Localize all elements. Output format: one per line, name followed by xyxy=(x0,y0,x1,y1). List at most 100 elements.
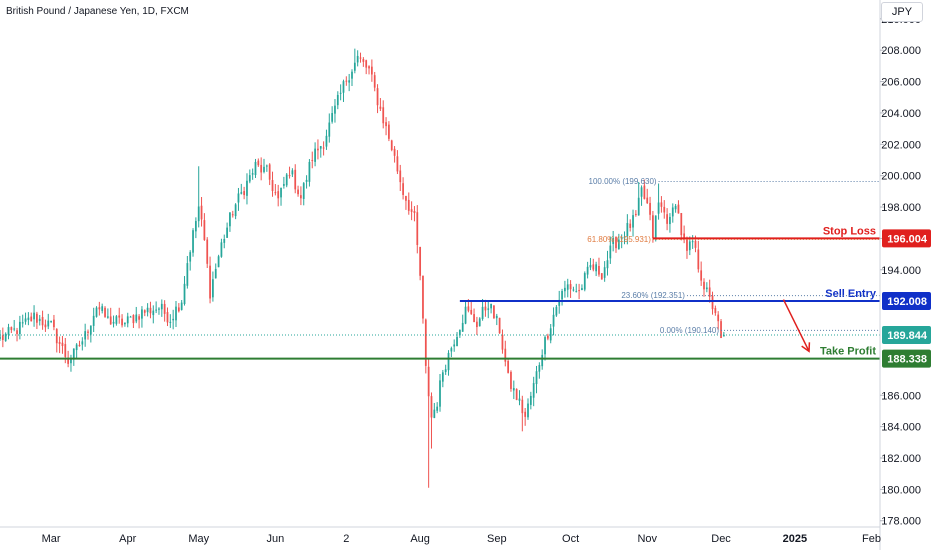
candle-body xyxy=(10,327,13,330)
candle-body xyxy=(132,315,135,324)
candle-body xyxy=(331,113,334,122)
candle-body xyxy=(569,284,572,290)
candle-body xyxy=(300,195,302,199)
candle-body xyxy=(646,197,649,204)
currency-button[interactable]: JPY xyxy=(881,2,923,22)
candle-body xyxy=(308,161,311,182)
fib-label: 23.60% (192.351) xyxy=(621,291,685,300)
candle-body xyxy=(152,310,155,316)
candle-body xyxy=(683,233,686,239)
candle-body xyxy=(441,372,444,382)
candle-body xyxy=(444,369,447,372)
arrow-layer xyxy=(782,299,811,353)
candle-body xyxy=(265,165,268,167)
candle-body xyxy=(348,80,351,83)
candle-body xyxy=(515,388,518,400)
candle-body xyxy=(510,371,512,389)
candle-body xyxy=(464,306,467,324)
candle-body xyxy=(703,281,705,290)
candle-body xyxy=(711,295,714,310)
candle-body xyxy=(606,260,609,269)
candle-body xyxy=(478,318,481,327)
time-tick-label: Mar xyxy=(42,533,61,545)
candle-body xyxy=(92,315,95,326)
level-label-take-profit: Take Profit xyxy=(820,346,876,358)
candle-body xyxy=(248,175,251,182)
candle-body xyxy=(274,192,277,194)
candle-body xyxy=(229,212,231,227)
candle-body xyxy=(546,335,549,339)
candle-body xyxy=(629,223,632,228)
candle-body xyxy=(115,316,118,324)
level-label-sell-entry: Sell Entry xyxy=(825,288,877,300)
price-tick-label: 186.000 xyxy=(881,390,921,402)
candle-body xyxy=(388,124,390,139)
candle-body xyxy=(700,270,703,281)
candle-body xyxy=(600,273,603,280)
candle-body xyxy=(214,268,217,279)
candle-body xyxy=(521,399,524,414)
price-tick-label: 200.000 xyxy=(881,171,921,183)
candle-body xyxy=(336,94,339,106)
candle-body xyxy=(623,236,626,239)
candle-body xyxy=(231,214,234,216)
candle-body xyxy=(470,309,473,314)
candle-body xyxy=(41,316,44,326)
time-tick-label: 2025 xyxy=(783,533,807,545)
candle-body xyxy=(598,265,600,275)
candle-body xyxy=(564,287,566,292)
candle-body xyxy=(447,352,450,371)
candle-body xyxy=(95,307,98,317)
time-tick-label: 2 xyxy=(343,533,349,545)
candle-body xyxy=(180,302,183,310)
candle-body xyxy=(18,321,21,335)
fib-label: 0.00% (190.140) xyxy=(660,326,719,335)
candle-body xyxy=(717,314,720,322)
candle-body xyxy=(223,238,226,243)
candle-body xyxy=(104,307,106,317)
candle-body xyxy=(277,191,280,199)
candle-body xyxy=(78,344,81,347)
candle-body xyxy=(302,183,305,199)
sell-arrow-line xyxy=(782,299,810,352)
candle-body xyxy=(67,358,70,364)
candle-body xyxy=(172,318,175,321)
candle-body xyxy=(206,239,209,264)
candle-body xyxy=(433,409,436,418)
candle-body xyxy=(518,398,521,401)
candle-body xyxy=(16,330,18,334)
candle-body xyxy=(126,316,129,324)
candle-body xyxy=(697,249,700,270)
candle-body xyxy=(561,291,563,300)
candle-body xyxy=(578,290,580,292)
time-axis[interactable]: Mar Apr May Jun 2 Aug Sep Oct Nov Dec 2025 Feb xyxy=(0,526,881,545)
candle-body xyxy=(30,316,33,322)
candle-body xyxy=(677,204,680,214)
candle-body xyxy=(192,230,194,253)
price-tick-label: 182.000 xyxy=(881,453,921,465)
candle-body xyxy=(666,214,668,224)
levels-layer: Stop Loss Sell Entry Take Profit xyxy=(0,225,880,360)
candle-body xyxy=(660,202,663,207)
candle-body xyxy=(694,240,697,248)
candle-body xyxy=(322,147,325,149)
candle-body xyxy=(271,180,274,192)
candle-body xyxy=(282,184,285,186)
candle-body xyxy=(203,220,206,240)
candle-body xyxy=(155,309,158,311)
candle-body xyxy=(680,213,683,236)
candle-body xyxy=(141,309,143,319)
candle-body xyxy=(476,321,478,328)
candle-body xyxy=(450,348,453,352)
last-price-tag-label: 189.844 xyxy=(887,330,928,342)
candle-body xyxy=(461,322,464,332)
candle-body xyxy=(368,66,370,69)
candle-body xyxy=(714,308,717,314)
candle-body xyxy=(7,327,10,335)
candle-body xyxy=(609,245,612,259)
candle-body xyxy=(373,75,376,88)
candle-body xyxy=(586,266,589,275)
candle-body xyxy=(399,170,402,183)
time-tick-label: Apr xyxy=(119,533,136,545)
